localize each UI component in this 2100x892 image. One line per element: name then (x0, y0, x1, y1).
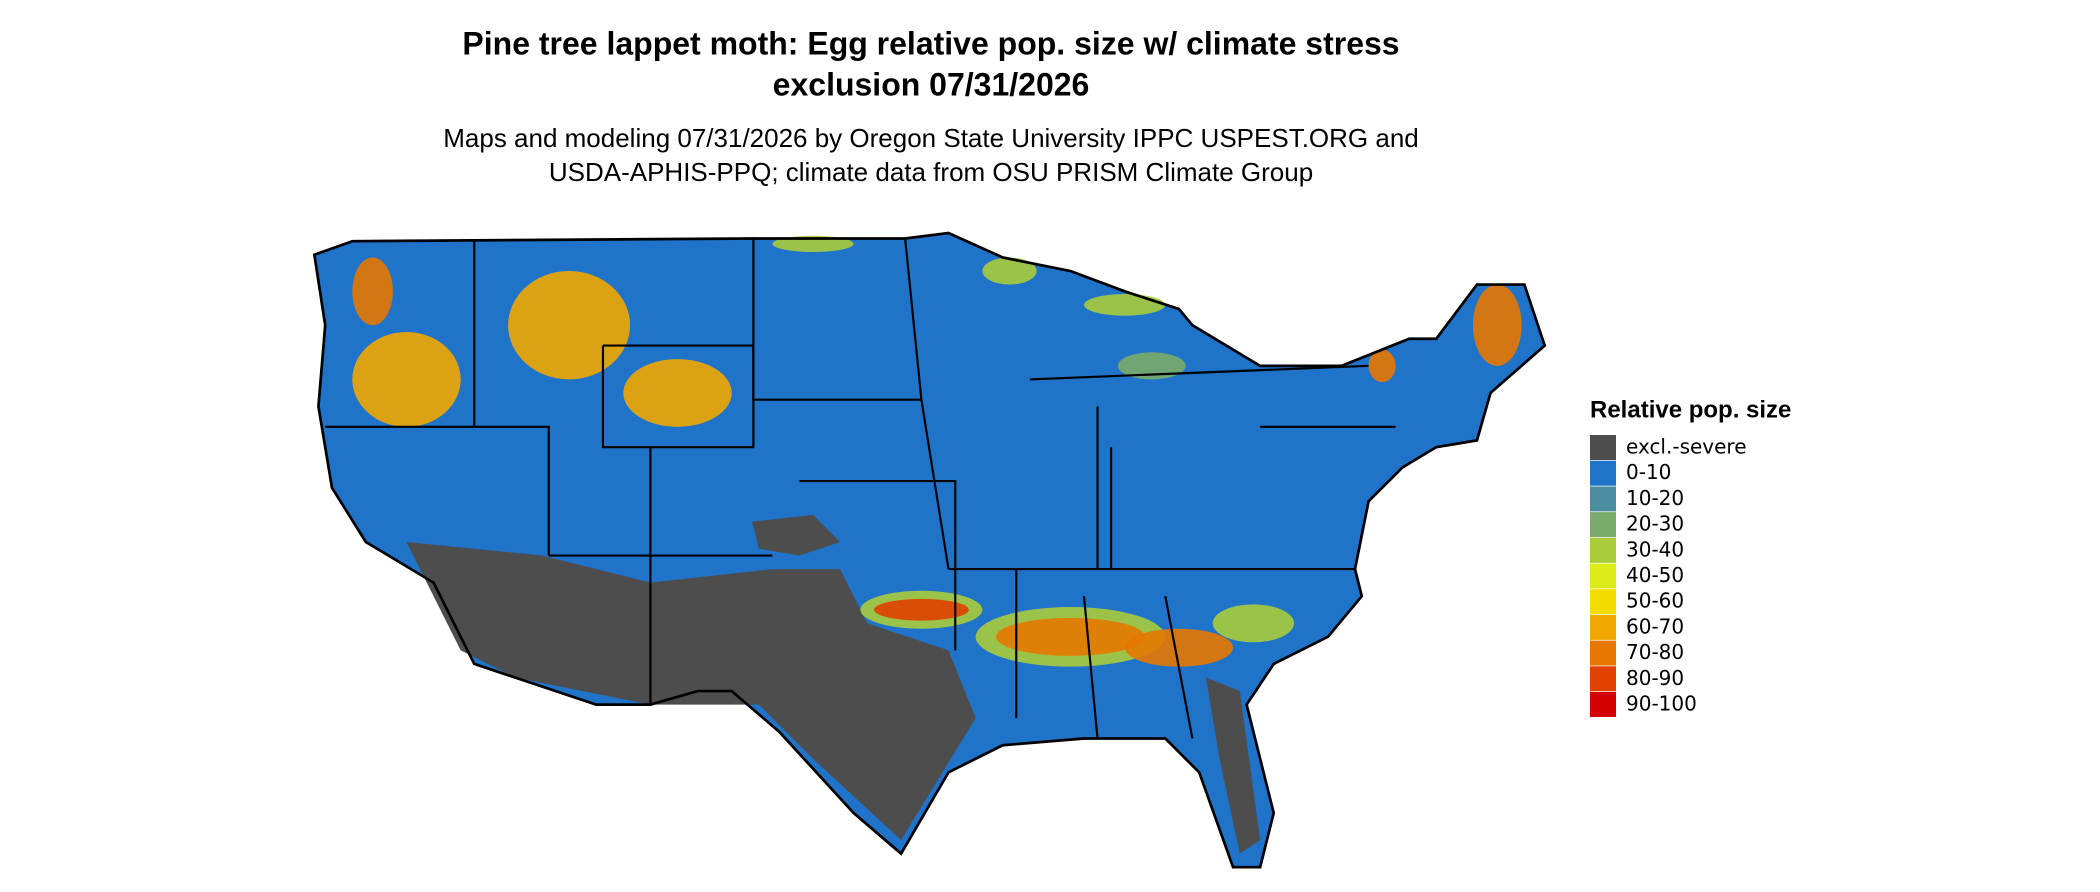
risk-patch (1368, 349, 1396, 383)
legend-label: 30-40 (1626, 537, 1684, 561)
map-subtitle: USDA-APHIS-PPQ; climate data from OSU PR… (549, 157, 1313, 187)
risk-patch (873, 598, 969, 621)
legend-swatch (1590, 589, 1616, 615)
excluded-region (752, 514, 841, 556)
map-subtitle: Maps and modeling 07/31/2026 by Oregon S… (443, 123, 1419, 153)
legend-label: 50-60 (1626, 589, 1684, 613)
risk-patch (772, 235, 854, 253)
risk-patch (1472, 284, 1522, 366)
legend-label: 70-80 (1626, 640, 1684, 664)
legend-swatch (1590, 666, 1616, 692)
state-border (904, 238, 950, 570)
risk-patch (982, 257, 1037, 285)
excluded-region (1205, 677, 1261, 854)
legend-swatch (1590, 486, 1616, 512)
legend-swatch (1590, 640, 1616, 666)
risk-patch (352, 257, 393, 326)
state-border (799, 479, 957, 651)
legend-swatch (1590, 692, 1616, 717)
risk-patch (995, 617, 1145, 656)
state-border (601, 344, 755, 449)
legend-swatch (1590, 563, 1616, 589)
legend-title: Relative pop. size (1590, 396, 1791, 423)
map-title: exclusion 07/31/2026 (773, 66, 1090, 102)
legend-swatch (1590, 460, 1616, 486)
legend-label: 90-100 (1626, 692, 1697, 716)
us-map (312, 231, 1547, 869)
risk-patch (623, 359, 732, 427)
risk-patch (1084, 294, 1166, 316)
legend-label: 60-70 (1626, 614, 1684, 638)
state-border (752, 238, 922, 401)
state-border (325, 425, 550, 556)
legend-swatch (1590, 435, 1616, 460)
risk-patch (1117, 352, 1186, 380)
legend-label: excl.-severe (1626, 435, 1747, 459)
legend-swatch (1590, 537, 1616, 563)
legend-label: 80-90 (1626, 666, 1684, 690)
legend: excl.-severe0-1010-2020-3030-4040-5050-6… (1590, 435, 1747, 717)
map-title: Pine tree lappet moth: Egg relative pop.… (462, 25, 1399, 61)
risk-patch (1124, 628, 1234, 667)
state-border (1029, 364, 1369, 381)
legend-label: 0-10 (1626, 460, 1671, 484)
border (312, 231, 1547, 869)
legend-swatch (1590, 614, 1616, 640)
state-border (1164, 595, 1194, 739)
risk-patch (508, 271, 631, 380)
legend-label: 10-20 (1626, 486, 1684, 510)
risk-patch (352, 331, 461, 427)
legend-swatch (1590, 512, 1616, 538)
state-border (1082, 596, 1099, 739)
legend-label: 40-50 (1626, 563, 1684, 587)
risk-patch (1212, 604, 1295, 643)
legend-label: 20-30 (1626, 512, 1684, 536)
excluded-region (406, 542, 976, 841)
